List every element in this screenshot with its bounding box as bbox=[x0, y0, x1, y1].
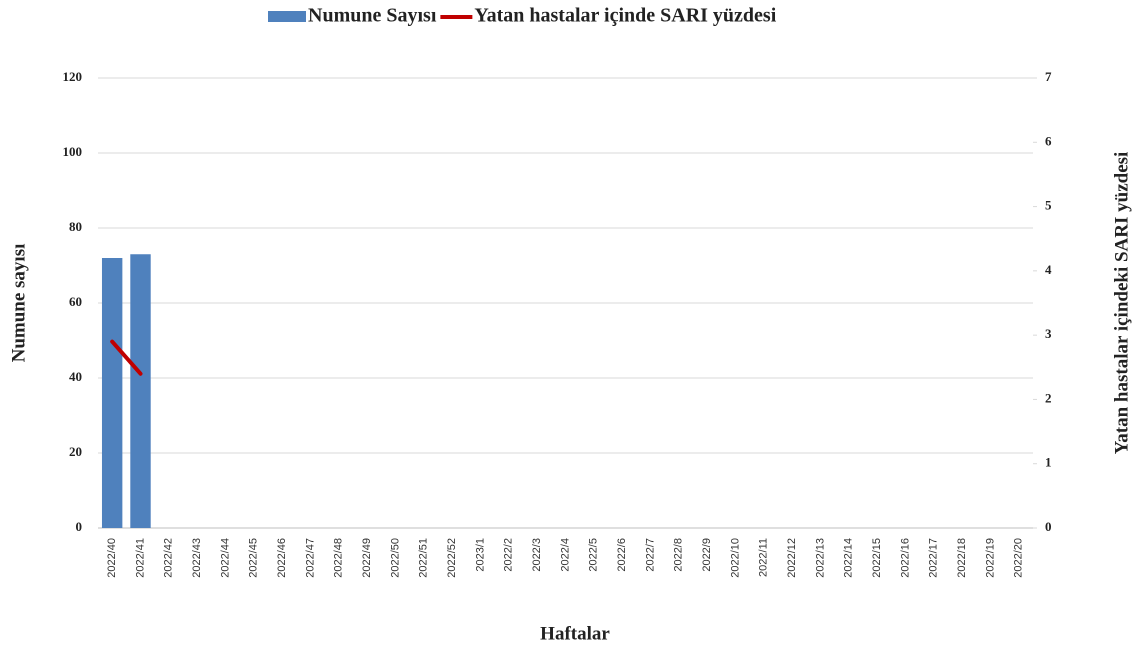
x-tick-label: 2022/5 bbox=[588, 538, 600, 572]
x-tick-label: 2022/51 bbox=[418, 538, 430, 578]
x-tick-label: 2022/3 bbox=[531, 538, 543, 572]
y-tick-label: 80 bbox=[69, 219, 82, 234]
x-tick-label: 2022/10 bbox=[729, 538, 741, 578]
y2-tick-label: 4 bbox=[1045, 262, 1052, 277]
x-tick-label: 2022/11 bbox=[758, 538, 770, 577]
x-tick-label: 2022/44 bbox=[219, 538, 231, 578]
x-tick-label: 2022/9 bbox=[701, 538, 713, 572]
bar bbox=[101, 258, 123, 528]
x-tick-label: 2022/15 bbox=[871, 538, 883, 578]
x-tick-label: 2022/43 bbox=[191, 538, 203, 578]
y2-tick-label: 1 bbox=[1045, 455, 1052, 470]
y-tick-label: 120 bbox=[63, 69, 83, 84]
legend-label: Numune Sayısı bbox=[308, 5, 437, 27]
x-tick-label: 2022/14 bbox=[843, 538, 855, 578]
x-tick-label: 2022/8 bbox=[673, 538, 685, 572]
x-tick-label: 2022/47 bbox=[304, 538, 316, 578]
x-tick-label: 2022/4 bbox=[559, 538, 571, 572]
y2-tick-label: 7 bbox=[1045, 69, 1052, 84]
legend-swatch bbox=[268, 11, 306, 22]
x-tick-label: 2022/13 bbox=[814, 538, 826, 578]
x-tick-label: 2022/20 bbox=[1013, 538, 1025, 578]
x-tick-label: 2022/52 bbox=[446, 538, 458, 578]
x-tick-label: 2022/49 bbox=[361, 538, 373, 578]
x-tick-label: 2022/18 bbox=[956, 538, 968, 578]
x-tick-label: 2022/12 bbox=[786, 538, 798, 578]
legend-label: Yatan hastalar içinde SARI yüzdesi bbox=[474, 5, 776, 27]
y2-tick-label: 0 bbox=[1045, 519, 1052, 534]
x-tick-label: 2022/46 bbox=[276, 538, 288, 578]
y-tick-label: 100 bbox=[63, 144, 83, 159]
x-tick-label: 2022/42 bbox=[163, 538, 175, 578]
bar bbox=[130, 254, 151, 528]
x-tick-label: 2022/2 bbox=[503, 538, 515, 572]
y-tick-label: 60 bbox=[69, 294, 82, 309]
x-tick-label: 2022/19 bbox=[984, 538, 996, 578]
line bbox=[110, 339, 143, 376]
y2-axis-title: Yatan hastalar içindeki SARI yüzdesi bbox=[1111, 152, 1132, 455]
y-axis-title: Numune sayısı bbox=[8, 244, 29, 363]
x-tick-label: 2022/7 bbox=[644, 538, 656, 572]
x-tick-label: 2023/1 bbox=[474, 538, 486, 572]
x-tick-label: 2022/50 bbox=[389, 538, 401, 578]
y2-tick-label: 3 bbox=[1045, 326, 1052, 341]
x-tick-label: 2022/6 bbox=[616, 538, 628, 572]
y-tick-label: 40 bbox=[69, 369, 82, 384]
x-tick-label: 2022/41 bbox=[134, 538, 146, 578]
x-tick-label: 2022/48 bbox=[333, 538, 345, 578]
y2-tick-label: 2 bbox=[1045, 390, 1052, 405]
x-tick-label: 2022/16 bbox=[899, 538, 911, 578]
x-tick-label: 2022/45 bbox=[248, 538, 260, 578]
y-tick-label: 20 bbox=[69, 444, 82, 459]
x-tick-label: 2022/17 bbox=[928, 538, 940, 578]
y2-tick-label: 5 bbox=[1045, 198, 1052, 213]
x-tick-label: 2022/40 bbox=[106, 538, 118, 578]
y-tick-label: 0 bbox=[76, 519, 83, 534]
x-axis-title: Haftalar bbox=[540, 623, 610, 644]
y2-tick-label: 6 bbox=[1045, 133, 1052, 148]
